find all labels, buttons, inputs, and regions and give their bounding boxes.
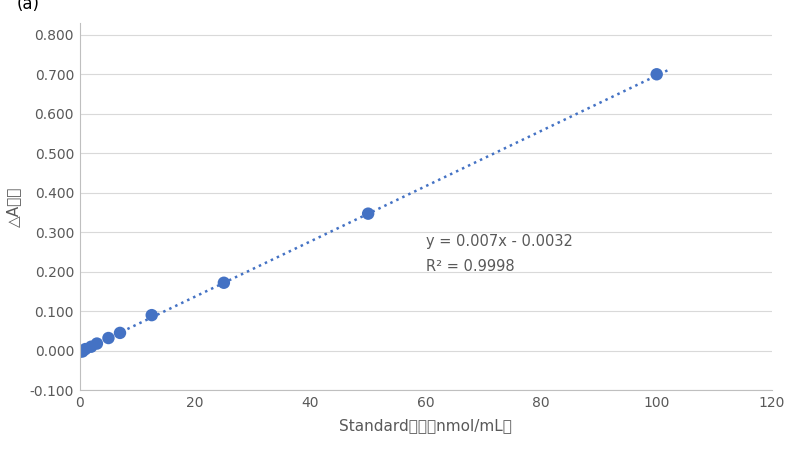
Point xyxy=(361,210,375,217)
X-axis label: Standard浓度（nmol/mL）: Standard浓度（nmol/mL） xyxy=(339,418,513,433)
Point xyxy=(114,329,127,336)
Y-axis label: △A标准: △A标准 xyxy=(6,186,21,227)
Point xyxy=(79,346,92,353)
Point xyxy=(102,334,115,341)
Point xyxy=(217,279,230,286)
Point xyxy=(650,71,663,78)
Point xyxy=(76,348,89,355)
Text: (a): (a) xyxy=(17,0,40,13)
Point xyxy=(146,312,158,319)
Text: y = 0.007x - 0.0032
R² = 0.9998: y = 0.007x - 0.0032 R² = 0.9998 xyxy=(426,234,573,274)
Point xyxy=(73,348,86,356)
Point xyxy=(85,343,98,350)
Point xyxy=(91,340,103,347)
